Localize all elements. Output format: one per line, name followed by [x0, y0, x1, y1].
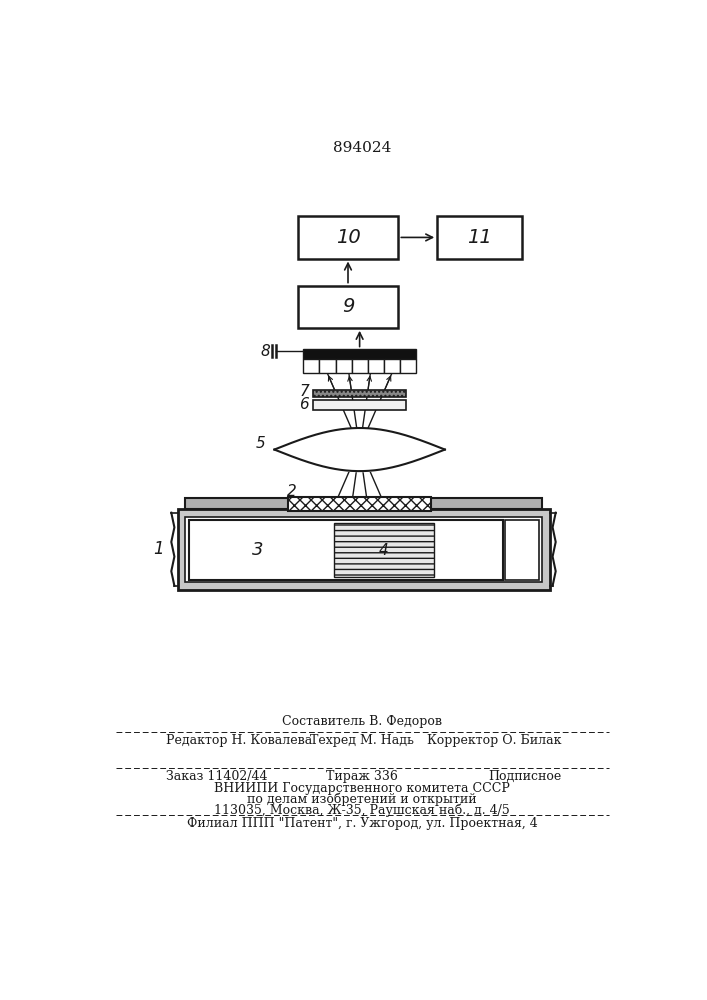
- Bar: [368, 359, 384, 373]
- Bar: [313, 400, 406, 410]
- Bar: [298, 286, 398, 328]
- Text: 5: 5: [255, 436, 265, 451]
- Bar: [437, 216, 522, 259]
- Text: Редактор Н. Ковалева: Редактор Н. Ковалева: [166, 734, 312, 747]
- Bar: [298, 216, 398, 259]
- Text: 113035, Москва, Ж-35, Раушская наб., д. 4/5: 113035, Москва, Ж-35, Раушская наб., д. …: [214, 803, 510, 817]
- Bar: [384, 359, 399, 373]
- Bar: [303, 349, 416, 359]
- Text: Подписное: Подписное: [488, 770, 561, 783]
- Text: Техред М. Надь: Техред М. Надь: [310, 734, 414, 747]
- Bar: [399, 359, 416, 373]
- Text: по делам изобретений и открытий: по делам изобретений и открытий: [247, 792, 477, 806]
- Bar: [351, 359, 368, 373]
- Bar: [303, 359, 320, 373]
- Text: 9: 9: [341, 297, 354, 316]
- Text: ВНИИПИ Государственного комитета СССР: ВНИИПИ Государственного комитета СССР: [214, 782, 510, 795]
- Bar: [336, 359, 351, 373]
- Text: Тираж 336: Тираж 336: [326, 770, 398, 783]
- Bar: [320, 359, 336, 373]
- Text: Филиал ППП "Патент", г. Ужгород, ул. Проектная, 4: Филиал ППП "Патент", г. Ужгород, ул. Про…: [187, 817, 537, 830]
- Text: 10: 10: [336, 228, 361, 247]
- Bar: [313, 389, 406, 397]
- Bar: [506, 520, 539, 580]
- Text: Корректор О. Билак: Корректор О. Билак: [426, 734, 561, 747]
- Text: 4: 4: [379, 543, 389, 558]
- Text: 894024: 894024: [333, 141, 391, 155]
- Text: 3: 3: [252, 541, 264, 559]
- Bar: [185, 498, 542, 509]
- Text: 2: 2: [287, 484, 297, 499]
- Bar: [177, 509, 549, 590]
- Text: 7: 7: [300, 384, 309, 399]
- Bar: [288, 497, 431, 511]
- Text: Заказ 11402/44: Заказ 11402/44: [166, 770, 267, 783]
- Bar: [334, 523, 434, 577]
- Text: Составитель В. Федоров: Составитель В. Федоров: [282, 715, 442, 728]
- Text: 6: 6: [300, 397, 309, 412]
- Text: 1: 1: [153, 540, 163, 558]
- Text: 8: 8: [260, 344, 270, 359]
- Text: 11: 11: [467, 228, 492, 247]
- Bar: [189, 520, 503, 580]
- Bar: [185, 517, 542, 582]
